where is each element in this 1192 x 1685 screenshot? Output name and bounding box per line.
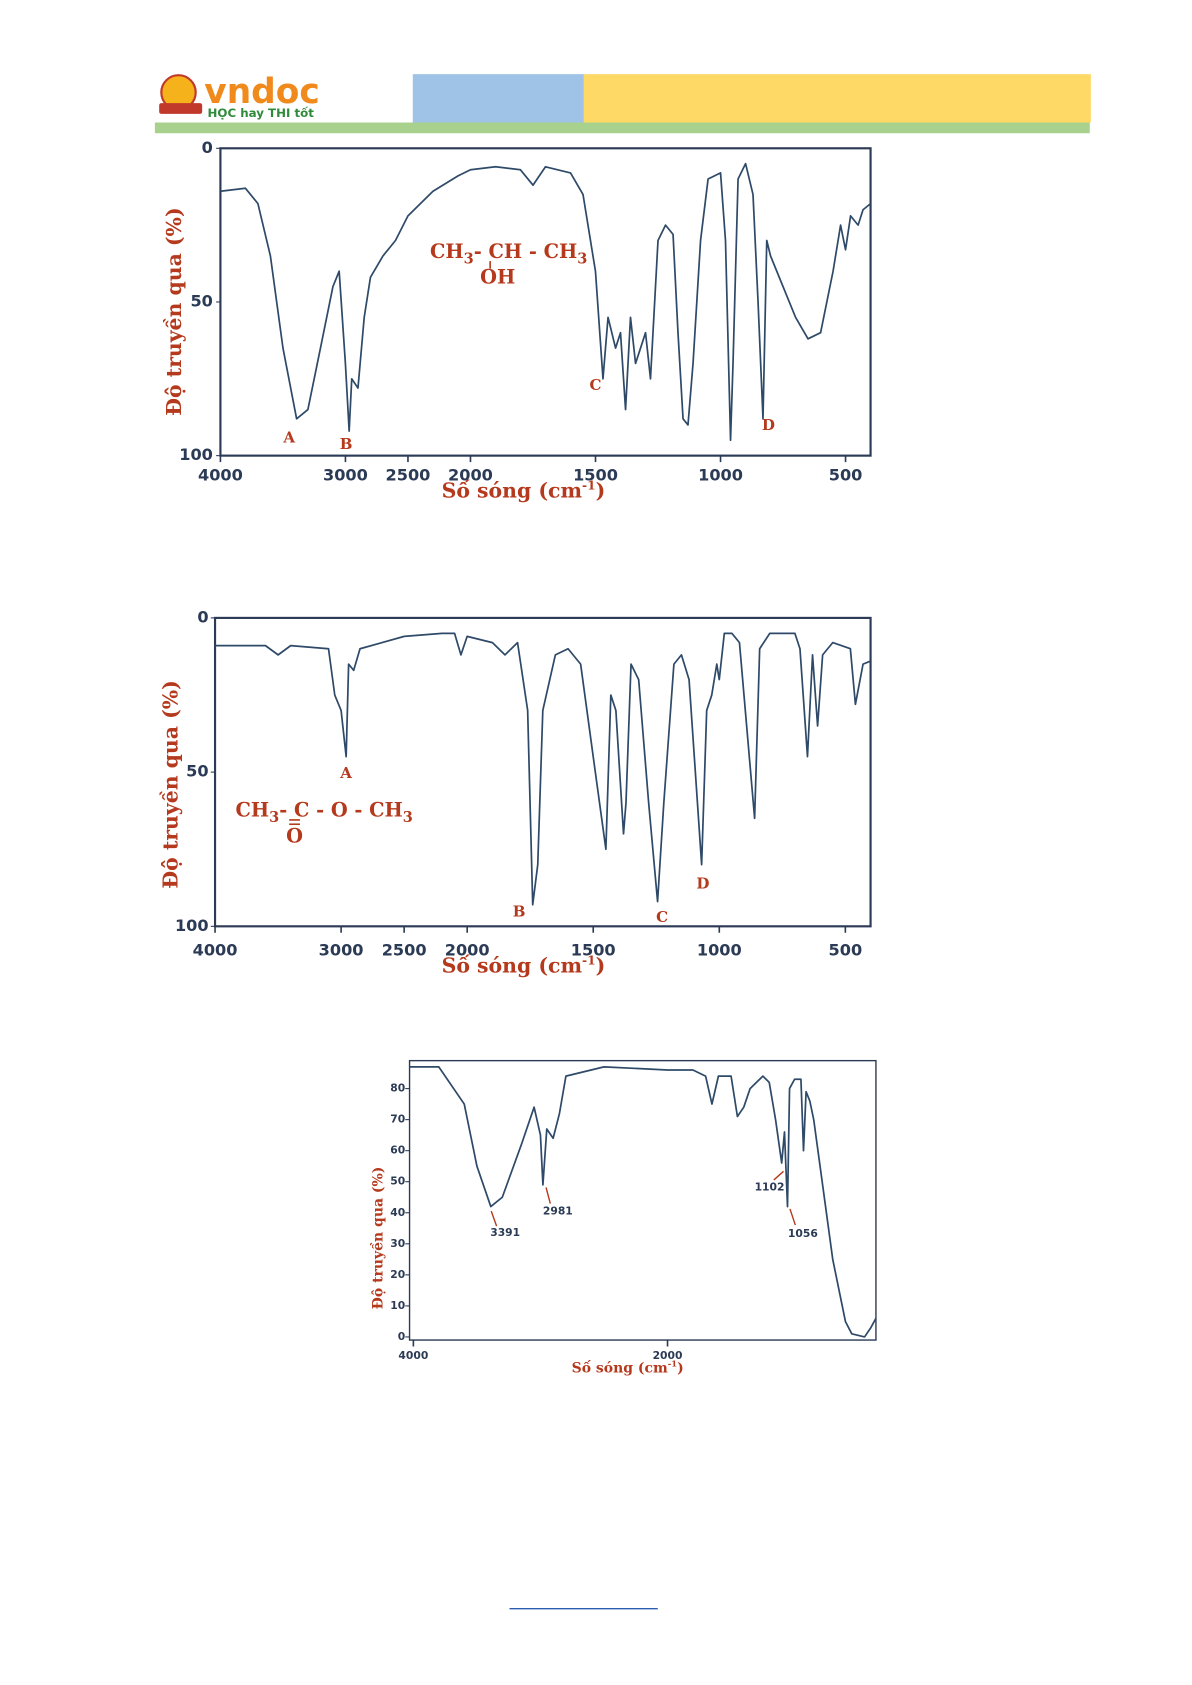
- y-tick-label: 50: [186, 762, 208, 781]
- peak-label: 1056: [788, 1227, 818, 1240]
- spectrum-line: [409, 1066, 877, 1338]
- formula-part: - C - O - CH: [279, 799, 403, 822]
- formula-part: 3: [464, 250, 474, 267]
- logo-slogan: HỌC hay THI tốt: [208, 106, 315, 120]
- y-tick-label: 80: [390, 1082, 405, 1095]
- x-tick-label: 1500: [573, 466, 618, 485]
- formula: CH3- C - O - CH3: [235, 799, 412, 826]
- peak-label: A: [339, 764, 352, 782]
- logo-ribbon: [159, 103, 203, 114]
- peak-leader: [490, 1210, 498, 1227]
- peak-label: 2981: [543, 1204, 573, 1217]
- x-tick-label: 500: [829, 466, 863, 485]
- y-tick-label: 20: [390, 1268, 405, 1281]
- y-tick-label: 100: [179, 445, 213, 464]
- y-tick-label: 60: [390, 1144, 405, 1157]
- x-axis-label-part: -1: [582, 477, 596, 492]
- x-tick-label: 4000: [198, 466, 243, 485]
- y-tick-label: 30: [390, 1237, 405, 1250]
- x-axis-label-part: -1: [582, 952, 596, 967]
- y-tick-label: 70: [390, 1113, 405, 1126]
- header-bar-blue: [412, 74, 585, 123]
- formula-part: CH: [235, 799, 269, 822]
- peak-label: C: [589, 376, 601, 394]
- peak-label: 1102: [755, 1181, 785, 1194]
- formula-part: 3: [577, 250, 587, 267]
- y-axis-label: Độ truyền qua (%): [369, 1167, 386, 1310]
- x-tick-label: 4000: [398, 1349, 428, 1362]
- y-tick-label: 40: [390, 1206, 405, 1219]
- x-tick-label: 1000: [698, 466, 743, 485]
- x-tick-label: 500: [829, 941, 863, 960]
- plot-frame: [213, 616, 872, 928]
- formula: CH3- CH - CH3: [430, 240, 587, 267]
- peak-leader: [789, 1208, 797, 1226]
- peak-label: 3391: [490, 1226, 520, 1239]
- x-tick-label: 3000: [323, 466, 368, 485]
- plot-frame: [408, 1059, 877, 1341]
- y-tick-label: 0: [398, 1330, 405, 1343]
- peak-leader: [773, 1170, 784, 1181]
- x-axis-label-part: ): [596, 954, 606, 978]
- formula-group: O: [286, 824, 303, 847]
- x-tick-label: 1500: [571, 941, 616, 960]
- x-tick-label: 2000: [653, 1349, 683, 1362]
- x-axis-label: Số sóng (cm-1): [442, 952, 606, 977]
- x-tick-label: 3000: [319, 941, 364, 960]
- x-tick-label: 2000: [445, 941, 490, 960]
- peak-label: D: [762, 416, 775, 434]
- formula-part: 3: [403, 809, 413, 826]
- x-tick-label: 2000: [448, 466, 493, 485]
- formula-group: OH: [480, 266, 515, 289]
- x-axis-label-part: Số sóng (cm: [442, 479, 583, 503]
- y-tick-label: 10: [390, 1299, 405, 1312]
- y-tick-label: 0: [202, 138, 213, 157]
- y-tick-label: 0: [197, 607, 208, 626]
- formula-part: 3: [269, 809, 279, 826]
- logo-text: vndoc: [204, 72, 319, 112]
- x-axis-label-part: ): [677, 1360, 684, 1376]
- x-axis-label-part: ): [596, 479, 606, 503]
- y-axis-label: Độ truyền qua (%): [159, 680, 183, 888]
- spectrum-line: [215, 632, 871, 906]
- peak-label: A: [282, 429, 295, 447]
- formula-part: - CH - CH: [474, 240, 578, 263]
- y-tick-label: 50: [190, 291, 212, 310]
- x-axis-label-part: Số sóng (cm: [572, 1358, 668, 1376]
- x-axis-label: Số sóng (cm-1): [572, 1358, 684, 1376]
- peak-label: D: [696, 875, 709, 893]
- peak-label: C: [656, 908, 668, 926]
- plot-frame: [219, 147, 872, 457]
- peak-leader: [545, 1187, 552, 1204]
- x-axis-label: Số sóng (cm-1): [442, 477, 606, 502]
- x-tick-label: 1000: [697, 941, 742, 960]
- y-axis-label: Độ truyền qua (%): [162, 207, 186, 415]
- header-bar-yellow: [583, 74, 1091, 123]
- y-tick-label: 100: [175, 916, 209, 935]
- peak-label: B: [340, 435, 353, 453]
- x-tick-label: 2500: [382, 941, 427, 960]
- y-tick-label: 50: [390, 1175, 405, 1188]
- formula-part: CH: [430, 240, 464, 263]
- x-tick-label: 4000: [193, 941, 238, 960]
- x-tick-label: 2500: [386, 466, 431, 485]
- peak-label: B: [513, 903, 526, 921]
- header-bar-green: [154, 122, 1090, 134]
- x-axis-label-part: -1: [668, 1359, 677, 1369]
- spectrum-line: [220, 162, 872, 442]
- x-axis-label-part: Số sóng (cm: [442, 954, 583, 978]
